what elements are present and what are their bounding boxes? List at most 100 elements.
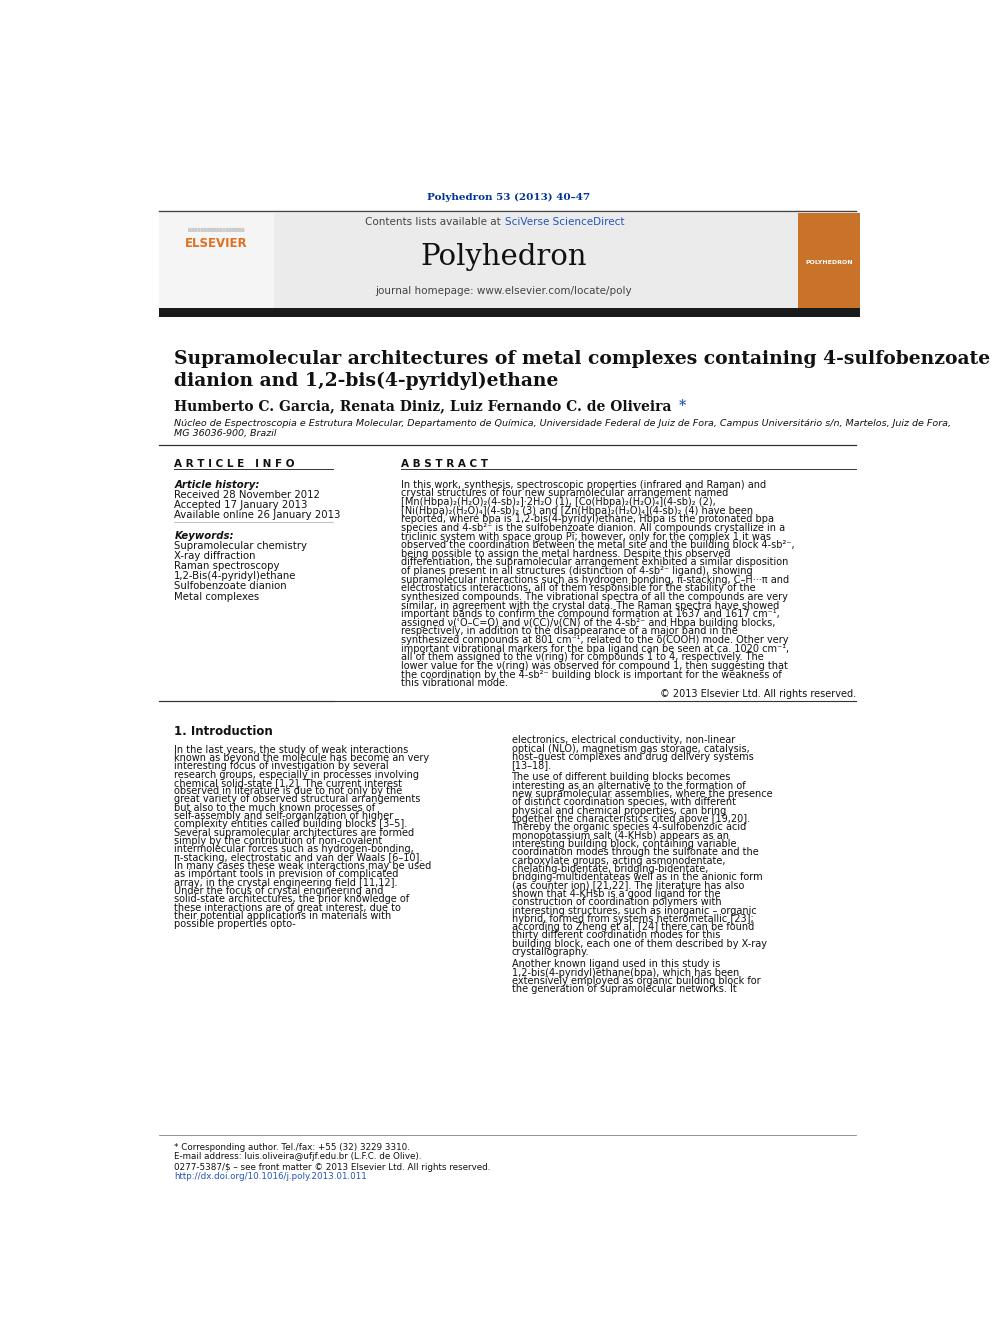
Text: but also to the much known processes of: but also to the much known processes of xyxy=(175,803,376,812)
Text: construction of coordination polymers with: construction of coordination polymers wi… xyxy=(512,897,721,908)
Text: journal homepage: www.elsevier.com/locate/poly: journal homepage: www.elsevier.com/locat… xyxy=(375,286,632,296)
Text: *: * xyxy=(679,400,686,413)
Text: this vibrational mode.: this vibrational mode. xyxy=(402,679,509,688)
Text: crystal structures of four new supramolecular arrangement named: crystal structures of four new supramole… xyxy=(402,488,729,499)
Text: of planes present in all structures (distinction of 4-sb²⁻ ligand), showing: of planes present in all structures (dis… xyxy=(402,566,753,576)
Text: species and 4-sb²⁻ is the sulfobenzoate dianion. All compounds crystallize in a: species and 4-sb²⁻ is the sulfobenzoate … xyxy=(402,523,786,533)
Text: reported, where bpa is 1,2-bis(4-pyridyl)ethane, Hbpa is the protonated bpa: reported, where bpa is 1,2-bis(4-pyridyl… xyxy=(402,515,775,524)
Text: π-stacking, electrostatic and van der Waals [6–10].: π-stacking, electrostatic and van der Wa… xyxy=(175,853,423,863)
Text: possible properties opto-: possible properties opto- xyxy=(175,919,297,929)
Text: assigned ν(ʿO–C=O) and ν(CC)/ν(CN) of the 4-sb²⁻ and Hbpa building blocks,: assigned ν(ʿO–C=O) and ν(CC)/ν(CN) of th… xyxy=(402,618,776,628)
Text: building block, each one of them described by X-ray: building block, each one of them describ… xyxy=(512,939,767,949)
Text: Humberto C. Garcia, Renata Diniz, Luiz Fernando C. de Oliveira: Humberto C. Garcia, Renata Diniz, Luiz F… xyxy=(175,400,677,413)
Text: synthesized compounds. The vibrational spectra of all the compounds are very: synthesized compounds. The vibrational s… xyxy=(402,591,789,602)
Text: hybrid, formed from systems heterometallic [23];: hybrid, formed from systems heterometall… xyxy=(512,914,753,923)
Text: 1,2-Bis(4-pyridyl)ethane: 1,2-Bis(4-pyridyl)ethane xyxy=(175,572,297,582)
Text: In this work, synthesis, spectroscopic properties (infrared and Raman) and: In this work, synthesis, spectroscopic p… xyxy=(402,480,767,490)
Text: chemical solid-state [1,2]. The current interest: chemical solid-state [1,2]. The current … xyxy=(175,778,403,787)
Text: A R T I C L E   I N F O: A R T I C L E I N F O xyxy=(175,459,295,470)
Text: Available online 26 January 2013: Available online 26 January 2013 xyxy=(175,509,340,520)
Text: these interactions are of great interest, due to: these interactions are of great interest… xyxy=(175,902,401,913)
Text: The use of different building blocks becomes: The use of different building blocks bec… xyxy=(512,773,731,782)
Text: © 2013 Elsevier Ltd. All rights reserved.: © 2013 Elsevier Ltd. All rights reserved… xyxy=(661,689,856,699)
Text: research groups, especially in processes involving: research groups, especially in processes… xyxy=(175,770,420,779)
Text: POLYHEDRON: POLYHEDRON xyxy=(806,261,853,265)
Text: differentiation, the supramolecular arrangement exhibited a similar disposition: differentiation, the supramolecular arra… xyxy=(402,557,789,568)
Text: of distinct coordination species, with different: of distinct coordination species, with d… xyxy=(512,798,735,807)
Text: * Corresponding author. Tel./fax: +55 (32) 3229 3310.: * Corresponding author. Tel./fax: +55 (3… xyxy=(175,1143,411,1152)
Text: Keywords:: Keywords: xyxy=(175,532,234,541)
Text: interesting building block, containing variable: interesting building block, containing v… xyxy=(512,839,736,849)
Text: ELSEVIER: ELSEVIER xyxy=(185,237,248,250)
Text: bridging-multidentateas well as in the anionic form: bridging-multidentateas well as in the a… xyxy=(512,872,762,882)
Text: X-ray diffraction: X-ray diffraction xyxy=(175,552,256,561)
Text: MG 36036-900, Brazil: MG 36036-900, Brazil xyxy=(175,429,277,438)
Text: 0277-5387/$ – see front matter © 2013 Elsevier Ltd. All rights reserved.: 0277-5387/$ – see front matter © 2013 El… xyxy=(175,1163,491,1172)
Text: 1,2-bis(4-pyridyl)ethane(bpa), which has been: 1,2-bis(4-pyridyl)ethane(bpa), which has… xyxy=(512,967,739,978)
Text: Núcleo de Espectroscopia e Estrutura Molecular, Departamento de Química, Univers: Núcleo de Espectroscopia e Estrutura Mol… xyxy=(175,419,951,429)
Text: interesting focus of investigation by several: interesting focus of investigation by se… xyxy=(175,761,389,771)
Bar xyxy=(159,213,821,308)
Text: extensively employed as organic building block for: extensively employed as organic building… xyxy=(512,976,760,986)
Text: [Ni(Hbpa)₂(H₂O)₄](4-sb)₂ (3) and [Zn(Hbpa)₂(H₂O)₄](4-sb)₂ (4) have been: [Ni(Hbpa)₂(H₂O)₄](4-sb)₂ (3) and [Zn(Hbp… xyxy=(402,505,754,516)
Text: triclinic system with space group Pī; however, only for the complex 1 it was: triclinic system with space group Pī; ho… xyxy=(402,532,772,541)
Text: thirty different coordination modes for this: thirty different coordination modes for … xyxy=(512,930,720,941)
Bar xyxy=(159,308,860,316)
Text: E-mail address: luis.oliveira@ufjf.edu.br (L.F.C. de Olive).: E-mail address: luis.oliveira@ufjf.edu.b… xyxy=(175,1152,422,1162)
Text: important bands to confirm the compound formation at 1637 and 1617 cm⁻¹,: important bands to confirm the compound … xyxy=(402,609,780,619)
Text: synthesized compounds at 801 cm⁻¹, related to the δ(COOH) mode. Other very: synthesized compounds at 801 cm⁻¹, relat… xyxy=(402,635,789,646)
Text: monopotassium salt (4-KHsb) appears as an: monopotassium salt (4-KHsb) appears as a… xyxy=(512,831,728,840)
Text: the coordination by the 4-sb²⁻ building block is important for the weakness of: the coordination by the 4-sb²⁻ building … xyxy=(402,669,783,680)
Text: the generation of supramolecular networks. It: the generation of supramolecular network… xyxy=(512,984,736,994)
Text: their potential applications in materials with: their potential applications in material… xyxy=(175,912,392,921)
Text: SciVerse ScienceDirect: SciVerse ScienceDirect xyxy=(505,217,624,228)
Text: self-assembly and self-organization of higher: self-assembly and self-organization of h… xyxy=(175,811,394,822)
Text: Polyhedron 53 (2013) 40–47: Polyhedron 53 (2013) 40–47 xyxy=(427,193,590,202)
Bar xyxy=(159,213,274,308)
Text: supramolecular interactions such as hydrogen bonding, π-stacking, C–H···π and: supramolecular interactions such as hydr… xyxy=(402,574,790,585)
Text: chelating-bidentate, bridging-bidentate,: chelating-bidentate, bridging-bidentate, xyxy=(512,864,708,875)
Text: shown that 4-KHsb is a good ligand for the: shown that 4-KHsb is a good ligand for t… xyxy=(512,889,720,898)
Text: Under the focus of crystal engineering and: Under the focus of crystal engineering a… xyxy=(175,886,384,896)
Text: coordination modes through the sulfonate and the: coordination modes through the sulfonate… xyxy=(512,847,758,857)
Text: optical (NLO), magnetism gas storage, catalysis,: optical (NLO), magnetism gas storage, ca… xyxy=(512,744,749,754)
Text: A B S T R A C T: A B S T R A C T xyxy=(402,459,488,470)
Text: Sulfobenzoate dianion: Sulfobenzoate dianion xyxy=(175,582,287,591)
Text: observed the coordination between the metal site and the building block 4-sb²⁻,: observed the coordination between the me… xyxy=(402,540,795,550)
Text: (as counter ion) [21,22]. The literature has also: (as counter ion) [21,22]. The literature… xyxy=(512,881,744,890)
Text: ██████████████████: ██████████████████ xyxy=(188,228,244,232)
Text: Another known ligand used in this study is: Another known ligand used in this study … xyxy=(512,959,720,970)
Text: [Mn(Hbpa)₂(H₂O)₂(4-sb)₂]·2H₂O (1), [Co(Hbpa)₂(H₂O)₄](4-sb)₂ (2),: [Mn(Hbpa)₂(H₂O)₂(4-sb)₂]·2H₂O (1), [Co(H… xyxy=(402,497,716,507)
Text: Accepted 17 January 2013: Accepted 17 January 2013 xyxy=(175,500,308,509)
Text: Metal complexes: Metal complexes xyxy=(175,591,260,602)
Text: known as beyond the molecule has become an very: known as beyond the molecule has become … xyxy=(175,753,430,763)
Text: Polyhedron: Polyhedron xyxy=(421,242,587,270)
Text: Thereby the organic species 4-sulfobenzoic acid: Thereby the organic species 4-sulfobenzo… xyxy=(512,823,747,832)
Text: observed in literature is due to not only by the: observed in literature is due to not onl… xyxy=(175,786,403,796)
Text: Article history:: Article history: xyxy=(175,480,260,490)
Text: new supramolecular assemblies, where the presence: new supramolecular assemblies, where the… xyxy=(512,789,772,799)
Text: great variety of observed structural arrangements: great variety of observed structural arr… xyxy=(175,795,421,804)
Text: interesting as an alternative to the formation of: interesting as an alternative to the for… xyxy=(512,781,745,791)
Text: simply by the contribution of non-covalent: simply by the contribution of non-covale… xyxy=(175,836,383,845)
Text: dianion and 1,2-bis(4-pyridyl)ethane: dianion and 1,2-bis(4-pyridyl)ethane xyxy=(175,372,558,389)
Text: intermolecular forces such as hydrogen-bonding,: intermolecular forces such as hydrogen-b… xyxy=(175,844,414,855)
Text: array, in the crystal engineering field [11,12].: array, in the crystal engineering field … xyxy=(175,877,398,888)
Text: Raman spectroscopy: Raman spectroscopy xyxy=(175,561,280,572)
Text: all of them assigned to the ν(ring) for compounds 1 to 4, respectively. The: all of them assigned to the ν(ring) for … xyxy=(402,652,764,663)
Text: [13–18].: [13–18]. xyxy=(512,761,552,770)
Text: host–guest complexes and drug delivery systems: host–guest complexes and drug delivery s… xyxy=(512,751,753,762)
Text: as important tools in prevision of complicated: as important tools in prevision of compl… xyxy=(175,869,399,880)
Text: interesting structures, such as inorganic – organic: interesting structures, such as inorgani… xyxy=(512,905,756,916)
Text: important vibrational markers for the bpa ligand can be seen at ca. 1020 cm⁻¹,: important vibrational markers for the bp… xyxy=(402,644,790,654)
Text: electronics, electrical conductivity, non-linear: electronics, electrical conductivity, no… xyxy=(512,736,735,745)
Text: carboxylate groups, acting asmonodentate,: carboxylate groups, acting asmonodentate… xyxy=(512,856,725,865)
Text: Received 28 November 2012: Received 28 November 2012 xyxy=(175,490,320,500)
Text: physical and chemical properties, can bring: physical and chemical properties, can br… xyxy=(512,806,726,816)
Text: together the characteristics cited above [19,20].: together the characteristics cited above… xyxy=(512,814,750,824)
Text: In many cases these weak interactions may be used: In many cases these weak interactions ma… xyxy=(175,861,432,871)
Text: Contents lists available at: Contents lists available at xyxy=(365,217,504,228)
Text: Several supramolecular architectures are formed: Several supramolecular architectures are… xyxy=(175,828,415,837)
Text: electrostatics interactions, all of them responsible for the stability of the: electrostatics interactions, all of them… xyxy=(402,583,756,593)
Text: similar, in agreement with the crystal data. The Raman spectra have showed: similar, in agreement with the crystal d… xyxy=(402,601,780,611)
